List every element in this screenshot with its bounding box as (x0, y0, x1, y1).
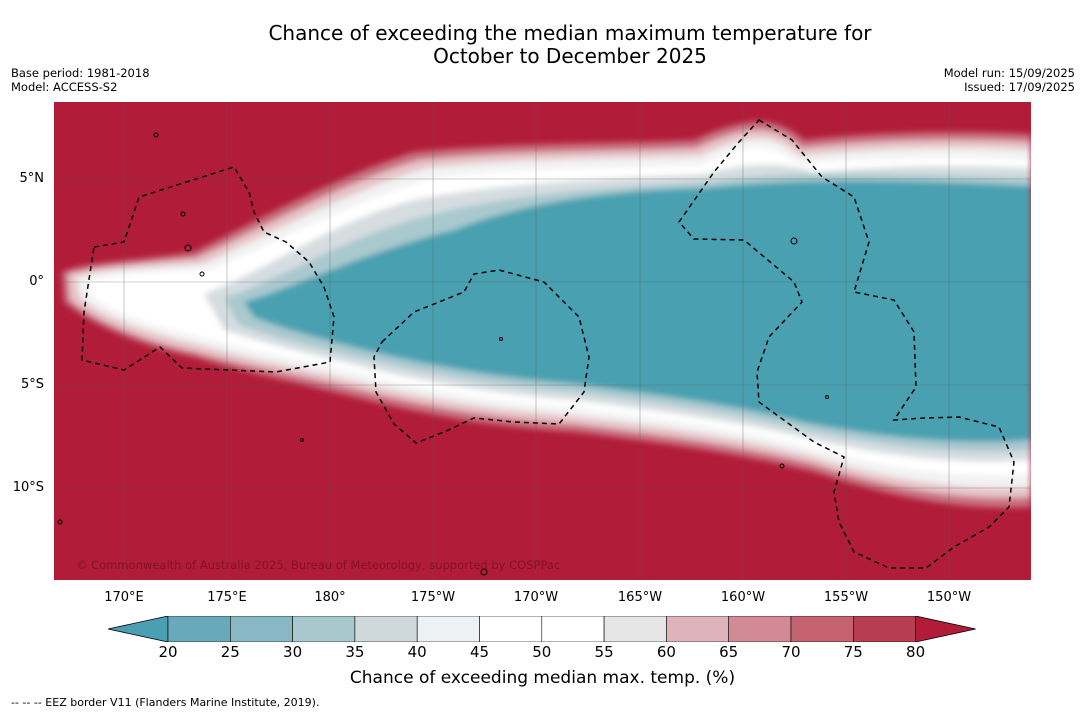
probability-field (54, 102, 1031, 580)
colorbar-tick-label: 70 (781, 643, 801, 661)
colorbar-tick-label: 25 (220, 643, 240, 661)
colorbar-tick-label: 75 (843, 643, 863, 661)
colorbar-tick-label: 35 (345, 643, 365, 661)
colorbar-segment (292, 616, 356, 642)
colorbar-tick-label: 45 (469, 643, 490, 661)
colorbar-tick-label: 60 (656, 643, 676, 661)
lat-label-0: 0° (29, 274, 44, 289)
colorbar-segment (728, 616, 792, 642)
colorbar-max-extension (915, 616, 976, 642)
colorbar-tick-label: 65 (719, 643, 739, 661)
lat-label-5s: 5°S (20, 377, 44, 392)
colorbar-tick-label: 55 (594, 643, 614, 661)
colorbar-segment (416, 616, 480, 642)
title-line-2: October to December 2025 (433, 44, 707, 68)
lon-label-160w: 160°W (720, 590, 766, 605)
probability-gradient (62, 121, 1031, 508)
chart-title: Chance of exceeding the median maximum t… (0, 22, 1085, 68)
colorbar-tick-label: 50 (532, 643, 552, 661)
lon-label-155w: 155°W (823, 590, 869, 605)
issued-date: Issued: 17/09/2025 (964, 80, 1075, 94)
colorbar-segment (354, 616, 418, 642)
island-outlines (57, 132, 829, 576)
map-panel: © Commonwealth of Australia 2025, Bureau… (54, 102, 1031, 580)
lon-label-175w: 175°W (410, 590, 456, 605)
colorbar-tick-label: 40 (407, 643, 427, 661)
colorbar-min-extension (108, 616, 169, 642)
lon-label-150w: 150°W (926, 590, 972, 605)
eez-borders (81, 119, 1015, 569)
colorbar-tick-label: 80 (906, 643, 926, 661)
colorbar-segment (852, 616, 916, 642)
meta-right: Model run: 15/09/2025 Issued: 17/09/2025 (944, 66, 1075, 94)
colorbar-tick-label: 30 (283, 643, 303, 661)
colorbar-segment (230, 616, 293, 642)
colorbar-segment (790, 616, 854, 642)
eez-footnote: -- -- -- EEZ border V11 (Flanders Marine… (11, 696, 320, 709)
graticule (54, 102, 1031, 580)
lat-label-5n: 5°N (19, 171, 45, 186)
colorbar-tick-label: 20 (158, 643, 178, 661)
lon-label-170e: 170°E (104, 590, 144, 605)
lon-label-180: 180° (314, 590, 346, 605)
colorbar (108, 616, 976, 642)
colorbar-segment (603, 616, 667, 642)
model-run: Model run: 15/09/2025 (943, 66, 1075, 80)
lon-label-175e: 175°E (207, 590, 247, 605)
model-name: Model: ACCESS-S2 (11, 80, 118, 94)
base-period: Base period: 1981-2018 (11, 66, 150, 80)
lat-label-10s: 10°S (12, 480, 44, 495)
colorbar-segment (666, 616, 730, 642)
title-line-1: Chance of exceeding the median maximum t… (268, 21, 872, 45)
lon-label-170w: 170°W (513, 590, 559, 605)
colorbar-segment (541, 616, 605, 642)
lon-label-165w: 165°W (617, 590, 663, 605)
copyright-notice: © Commonwealth of Australia 2025, Bureau… (76, 558, 561, 572)
meta-left: Base period: 1981-2018 Model: ACCESS-S2 (11, 66, 150, 94)
colorbar-segment (167, 616, 231, 642)
colorbar-label: Chance of exceeding median max. temp. (%… (349, 668, 736, 688)
colorbar-segment (479, 616, 543, 642)
